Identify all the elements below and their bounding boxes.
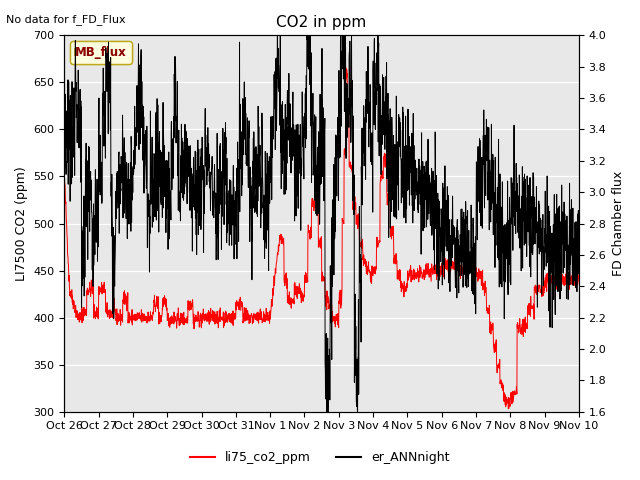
Y-axis label: LI7500 CO2 (ppm): LI7500 CO2 (ppm) — [15, 166, 28, 281]
Title: CO2 in ppm: CO2 in ppm — [276, 15, 367, 30]
Y-axis label: FD Chamber flux: FD Chamber flux — [612, 171, 625, 276]
Text: No data for f_FD_Flux: No data for f_FD_Flux — [6, 13, 126, 24]
Legend: li75_co2_ppm, er_ANNnight: li75_co2_ppm, er_ANNnight — [186, 446, 454, 469]
Legend: MB_flux: MB_flux — [70, 41, 131, 64]
